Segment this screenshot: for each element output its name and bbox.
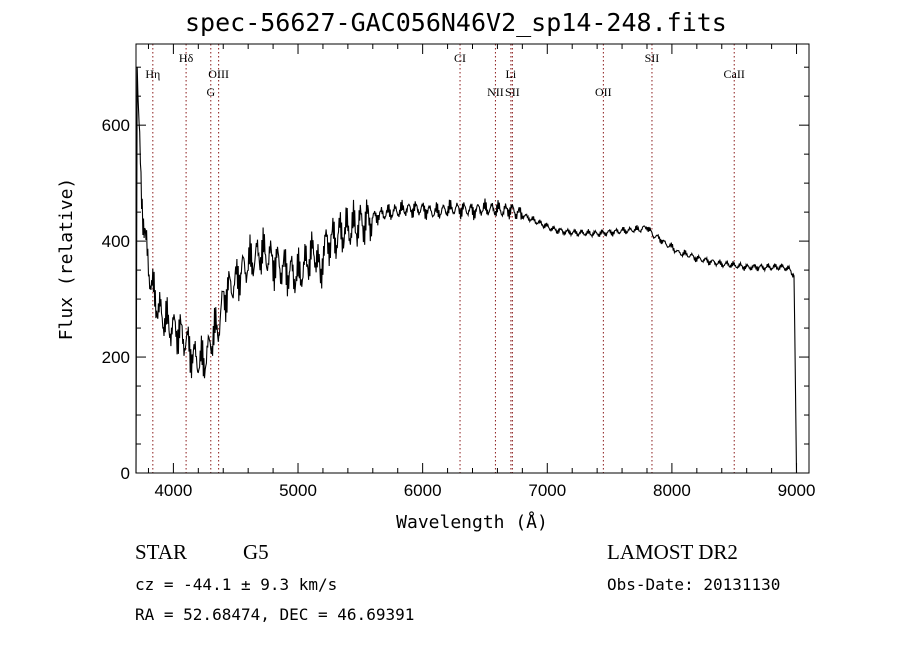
spectral-line-label: OII: [595, 85, 612, 99]
y-tick-label: 0: [121, 464, 130, 483]
x-tick-label: 6000: [404, 481, 442, 500]
y-tick-label: 600: [102, 116, 130, 135]
spectral-line-markers: [152, 44, 735, 473]
spectral-line-label: SII: [505, 85, 520, 99]
object-subclass: G5: [243, 540, 269, 564]
redshift-text: cz = -44.1 ± 9.3 km/s: [135, 575, 338, 594]
coordinates-text: RA = 52.68474, DEC = 46.69391: [135, 605, 415, 624]
spectrum-line: [135, 67, 798, 474]
x-axis: 4000 5000 6000 7000 8000 9000: [147, 44, 816, 500]
x-tick-label: 9000: [778, 481, 816, 500]
spectral-line-label: CI: [454, 51, 466, 65]
spectral-line-label: G: [206, 85, 215, 99]
obs-date-text: Obs-Date: 20131130: [607, 575, 781, 594]
survey-label: LAMOST DR2: [607, 540, 738, 564]
y-axis-label: Flux (relative): [56, 178, 77, 341]
spectral-line-label: SII: [645, 51, 660, 65]
spectral-line-label: Li: [506, 67, 517, 81]
spectral-line-label: NII: [487, 85, 504, 99]
spectral-line-label: Hη: [145, 67, 160, 81]
plot-frame: [135, 43, 810, 474]
spectral-line-label: OIII: [208, 67, 229, 81]
x-tick-label: 7000: [528, 481, 566, 500]
y-axis: 0 200 400 600: [102, 66, 809, 483]
spectral-line-label: Hδ: [179, 51, 194, 65]
x-tick-label: 8000: [653, 481, 691, 500]
x-axis-label: Wavelength (Å): [396, 511, 548, 533]
y-tick-label: 200: [102, 348, 130, 367]
spectral-line-label: CaII: [724, 67, 745, 81]
x-tick-label: 4000: [154, 481, 192, 500]
chart-title: spec-56627-GAC056N46V2_sp14-248.fits: [185, 8, 727, 37]
y-tick-label: 400: [102, 232, 130, 251]
object-class: STAR: [135, 540, 187, 564]
x-tick-label: 5000: [279, 481, 317, 500]
